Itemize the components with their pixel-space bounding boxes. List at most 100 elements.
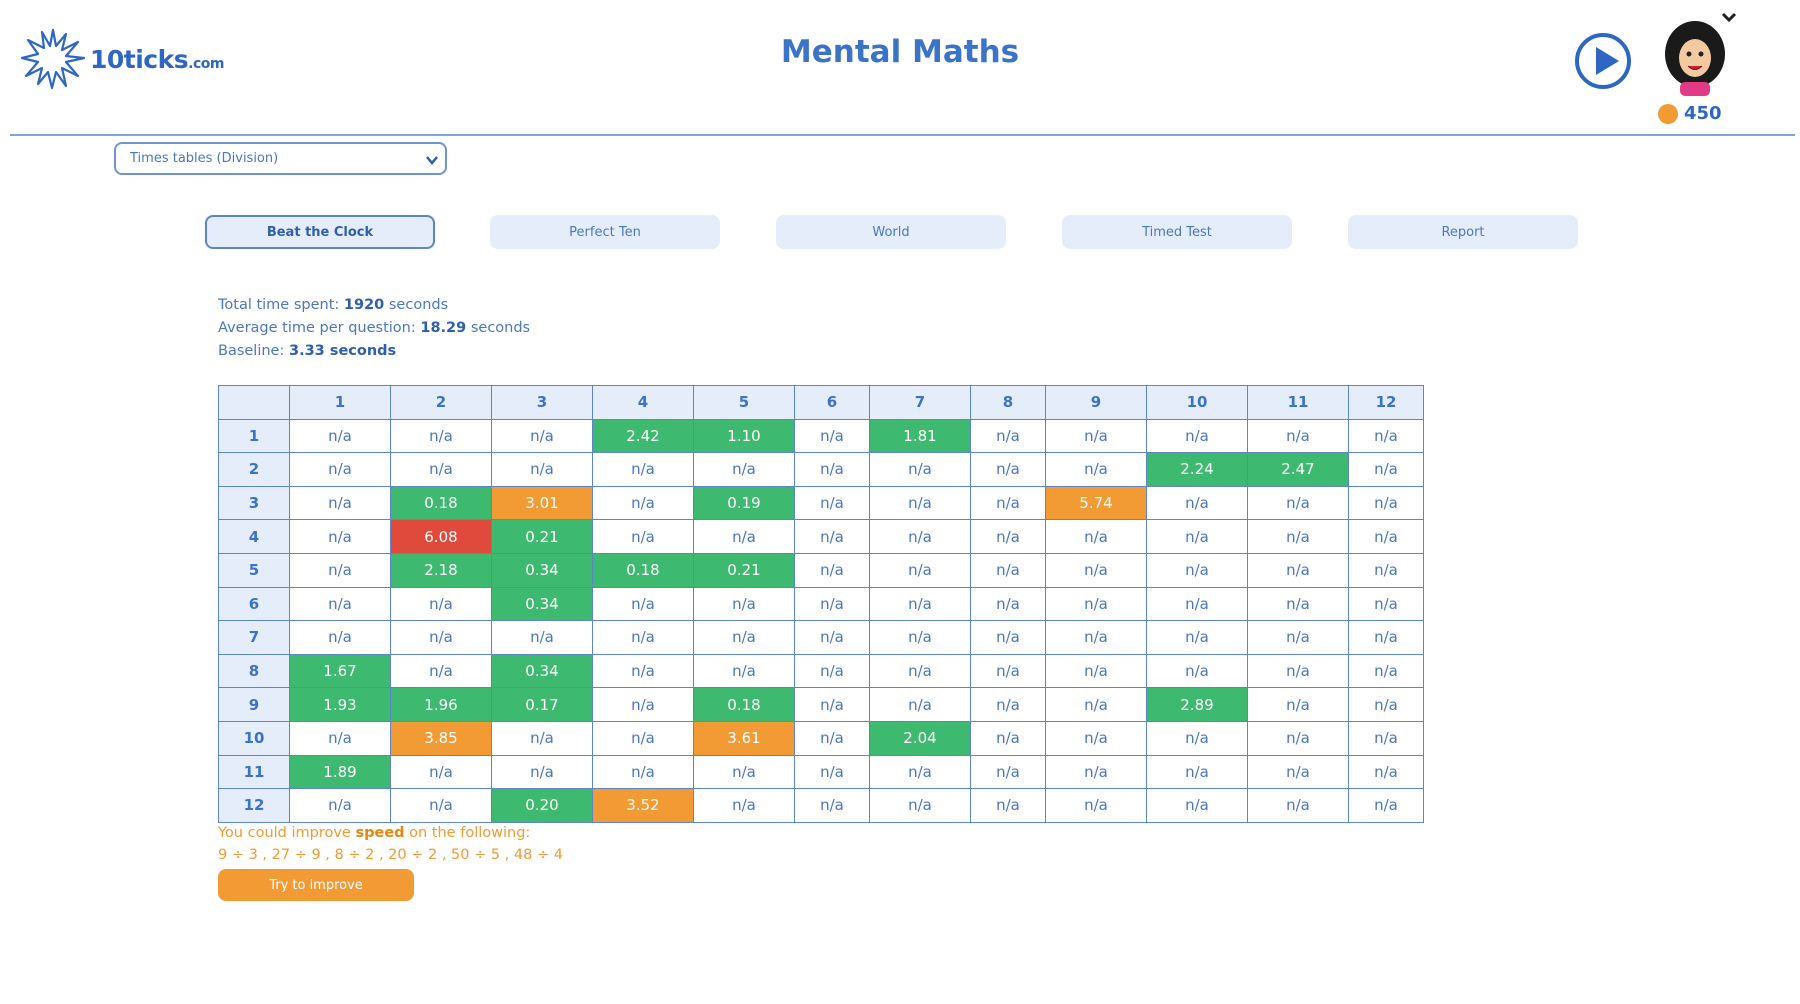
table-cell: n/a bbox=[970, 653, 1046, 689]
row-header: 6 bbox=[218, 586, 290, 622]
table-cell: 2.47 bbox=[1247, 452, 1349, 487]
table-cell: n/a bbox=[1247, 754, 1349, 790]
table-cell: 1.89 bbox=[289, 754, 391, 790]
table-cell: n/a bbox=[693, 519, 795, 554]
tab-beat-the-clock[interactable]: Beat the Clock bbox=[205, 215, 435, 249]
tab-world[interactable]: World bbox=[776, 215, 1006, 249]
table-cell: n/a bbox=[289, 418, 391, 454]
header-divider bbox=[10, 134, 1795, 136]
table-cell: n/a bbox=[869, 788, 971, 823]
table-cell: n/a bbox=[794, 519, 870, 554]
table-cell: n/a bbox=[1247, 788, 1349, 823]
try-to-improve-button[interactable]: Try to improve bbox=[218, 869, 414, 901]
table-row: 6 n/a n/a 0.34 n/a n/a n/a n/a n/a n/a n/a n/a n/a bbox=[218, 586, 1424, 622]
table-cell: n/a bbox=[1146, 519, 1248, 554]
table-cell: n/a bbox=[491, 720, 593, 756]
table-cell: 1.93 bbox=[289, 687, 391, 722]
table-cell: 1.67 bbox=[289, 653, 391, 689]
table-cell: n/a bbox=[869, 452, 971, 487]
topic-select[interactable]: Times tables (Division) bbox=[114, 142, 447, 175]
table-cell: n/a bbox=[390, 620, 492, 655]
table-cell: n/a bbox=[869, 620, 971, 655]
table-cell: 3.52 bbox=[592, 788, 694, 823]
table-row: 5 n/a 2.18 0.34 0.18 0.21 n/a n/a n/a n/a n/a n/a n/… bbox=[218, 552, 1424, 588]
table-cell: n/a bbox=[794, 788, 870, 823]
table-cell: n/a bbox=[1247, 418, 1349, 454]
total-time: Total time spent: 1920 seconds bbox=[218, 297, 449, 313]
table-cell: n/a bbox=[869, 687, 971, 722]
table-cell: n/a bbox=[970, 418, 1046, 454]
table-cell: n/a bbox=[592, 452, 694, 487]
table-cell: n/a bbox=[970, 519, 1046, 554]
table-cell: n/a bbox=[1247, 720, 1349, 756]
table-cell: n/a bbox=[289, 586, 391, 622]
row-header: 3 bbox=[218, 485, 290, 521]
table-cell: n/a bbox=[1146, 788, 1248, 823]
table-cell: n/a bbox=[592, 620, 694, 655]
table-cell: 0.18 bbox=[693, 687, 795, 722]
table-cell: n/a bbox=[1146, 586, 1248, 622]
tab-perfect-ten[interactable]: Perfect Ten bbox=[490, 215, 720, 249]
table-cell: n/a bbox=[1348, 788, 1424, 823]
table-header-row: 1 2 3 4 5 6 7 8 9 10 11 12 bbox=[218, 385, 1424, 420]
table-cell: n/a bbox=[592, 687, 694, 722]
table-cell: n/a bbox=[1348, 754, 1424, 790]
table-cell: 0.18 bbox=[592, 552, 694, 588]
column-header: 8 bbox=[970, 385, 1046, 420]
table-cell: 2.04 bbox=[869, 720, 971, 756]
table-row: 8 1.67 n/a 0.34 n/a n/a n/a n/a n/a n/a n/a n/a n/a bbox=[218, 653, 1424, 689]
table-cell: n/a bbox=[1146, 754, 1248, 790]
improvement-tip: You could improve speed on the following… bbox=[218, 822, 563, 866]
table-cell: n/a bbox=[970, 586, 1046, 622]
table-cell: 0.21 bbox=[693, 552, 795, 588]
table-cell: n/a bbox=[693, 653, 795, 689]
table-row: 12 n/a n/a 0.20 3.52 n/a n/a n/a n/a n/a n/a n/a n/a bbox=[218, 788, 1424, 823]
table-cell: n/a bbox=[794, 418, 870, 454]
table-cell: n/a bbox=[693, 788, 795, 823]
table-cell: n/a bbox=[491, 754, 593, 790]
user-avatar-icon[interactable] bbox=[1660, 20, 1730, 98]
table-cell: n/a bbox=[1247, 586, 1349, 622]
tab-timed-test[interactable]: Timed Test bbox=[1062, 215, 1292, 249]
row-header: 4 bbox=[218, 519, 290, 554]
table-cell: 2.89 bbox=[1146, 687, 1248, 722]
table-cell: 2.24 bbox=[1146, 452, 1248, 487]
table-row: 10 n/a 3.85 n/a n/a 3.61 n/a 2.04 n/a n/a n/a n/a n/… bbox=[218, 720, 1424, 756]
table-cell: n/a bbox=[1045, 687, 1147, 722]
table-cell: n/a bbox=[869, 754, 971, 790]
table-cell: n/a bbox=[1146, 720, 1248, 756]
table-row: 9 1.93 1.96 0.17 n/a 0.18 n/a n/a n/a n/a 2.89 n/a n… bbox=[218, 687, 1424, 722]
column-header: 12 bbox=[1348, 385, 1424, 420]
table-cell: n/a bbox=[592, 519, 694, 554]
table-cell: n/a bbox=[1247, 687, 1349, 722]
table-cell: n/a bbox=[1045, 586, 1147, 622]
table-cell: n/a bbox=[390, 452, 492, 487]
table-cell: n/a bbox=[491, 418, 593, 454]
column-header: 3 bbox=[491, 385, 593, 420]
table-cell: n/a bbox=[693, 586, 795, 622]
table-cell: n/a bbox=[1146, 485, 1248, 521]
table-cell: n/a bbox=[289, 620, 391, 655]
table-cell: n/a bbox=[1045, 653, 1147, 689]
table-cell: n/a bbox=[1146, 653, 1248, 689]
table-row: 7 n/a n/a n/a n/a n/a n/a n/a n/a n/a n/a n/a n/a bbox=[218, 620, 1424, 655]
logo[interactable]: 10ticks.com bbox=[20, 26, 224, 92]
row-header: 7 bbox=[218, 620, 290, 655]
table-cell: 1.10 bbox=[693, 418, 795, 454]
table-cell: 5.74 bbox=[1045, 485, 1147, 521]
tab-report[interactable]: Report bbox=[1348, 215, 1578, 249]
chevron-down-icon[interactable] bbox=[1720, 8, 1738, 26]
table-cell: 0.34 bbox=[491, 586, 593, 622]
table-cell: 1.96 bbox=[390, 687, 492, 722]
play-button[interactable] bbox=[1574, 32, 1632, 90]
play-circle-icon bbox=[1575, 33, 1631, 89]
table-cell: n/a bbox=[970, 485, 1046, 521]
table-cell: 0.18 bbox=[390, 485, 492, 521]
table-cell: n/a bbox=[869, 552, 971, 588]
table-cell: n/a bbox=[1045, 418, 1147, 454]
table-cell: n/a bbox=[1348, 720, 1424, 756]
table-cell: n/a bbox=[1348, 452, 1424, 487]
table-cell: n/a bbox=[970, 788, 1046, 823]
table-cell: 3.01 bbox=[491, 485, 593, 521]
times-table-grid: 1 2 3 4 5 6 7 8 9 10 11 12 1 n/a n/a n/a 2.42 1.10 n/a 1.8… bbox=[218, 385, 1424, 823]
